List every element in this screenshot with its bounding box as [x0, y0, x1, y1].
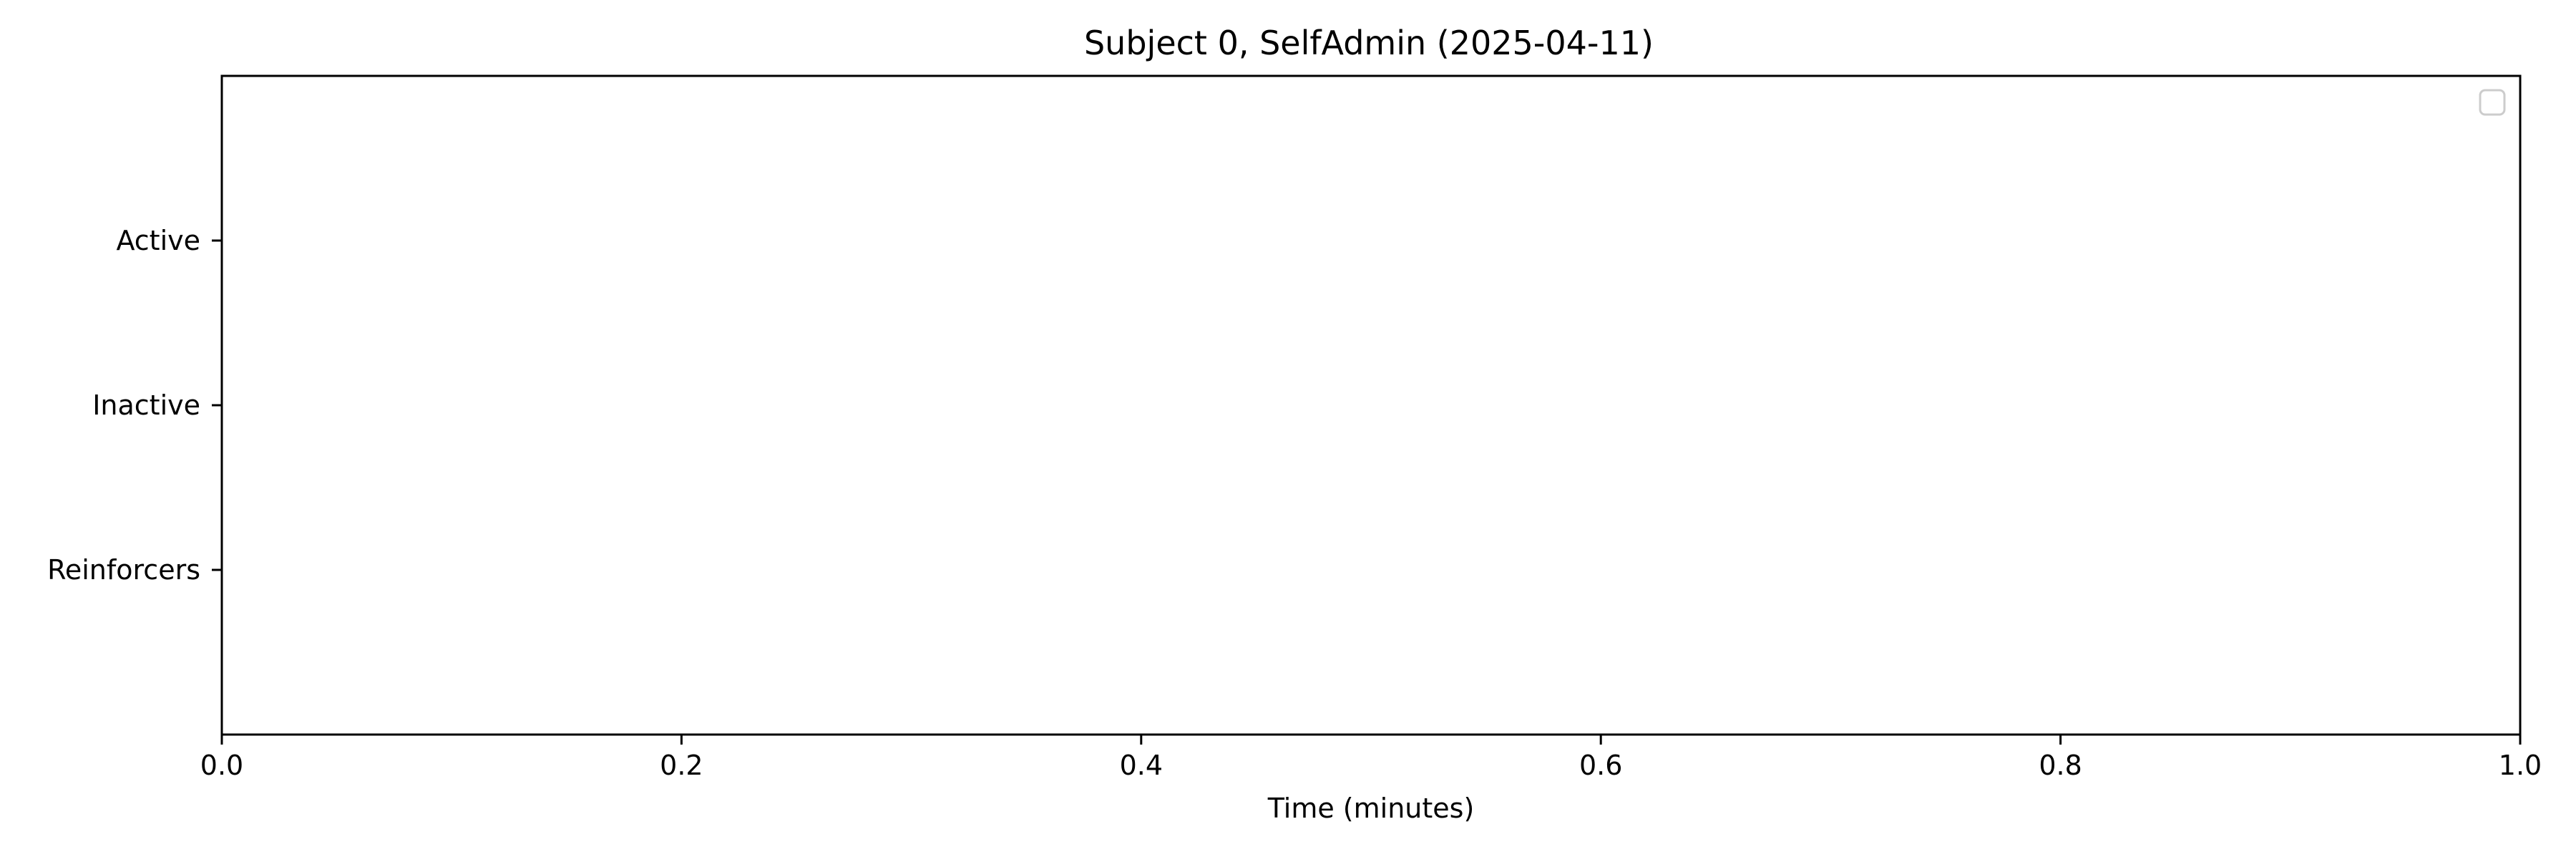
- chart-title: Subject 0, SelfAdmin (2025-04-11): [1084, 24, 1654, 62]
- y-tick-label: Active: [116, 225, 200, 256]
- x-tick-label: 0.2: [660, 750, 703, 781]
- x-tick-label: 0.0: [200, 750, 243, 781]
- x-tick-label: 0.6: [1579, 750, 1622, 781]
- x-tick-label: 1.0: [2499, 750, 2542, 781]
- y-axis: Active Inactive Reinforcers: [47, 225, 222, 586]
- legend: [2479, 89, 2506, 116]
- legend-box: [2479, 89, 2506, 116]
- y-tick-label: Reinforcers: [47, 554, 200, 586]
- x-tick-label: 0.8: [2039, 750, 2082, 781]
- y-tick-label: Inactive: [92, 389, 200, 421]
- x-tick-label: 0.4: [1120, 750, 1163, 781]
- x-axis: 0.0 0.2 0.4 0.6 0.8 1.0: [200, 735, 2542, 781]
- x-axis-label: Time (minutes): [1267, 793, 1475, 824]
